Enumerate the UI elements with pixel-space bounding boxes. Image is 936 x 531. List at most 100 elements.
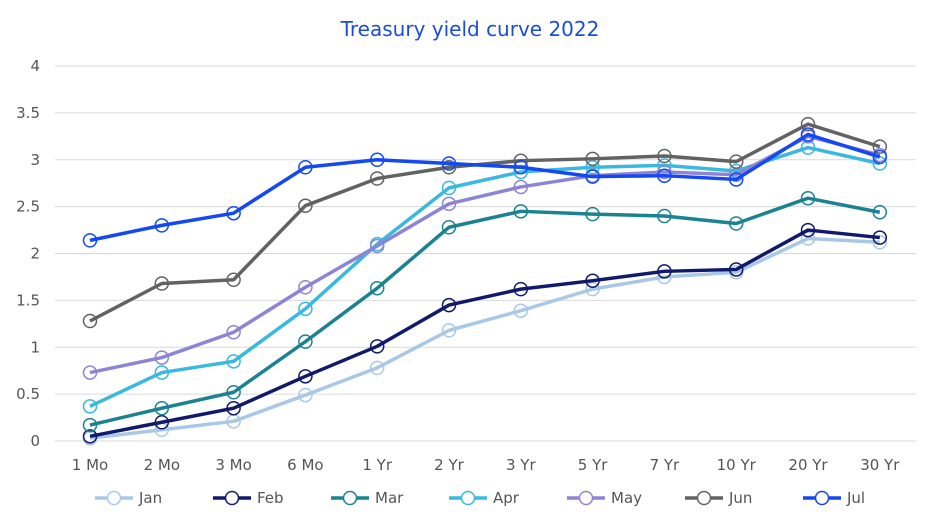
data-point xyxy=(513,160,529,175)
series-line xyxy=(89,132,881,243)
data-point xyxy=(298,334,313,349)
data-point xyxy=(441,323,457,338)
legend-item-apr: Apr xyxy=(449,489,520,507)
data-point xyxy=(441,196,457,212)
data-point xyxy=(369,171,385,186)
data-point xyxy=(800,222,816,238)
legend-label: Apr xyxy=(493,489,520,507)
data-point xyxy=(728,154,744,169)
data-point xyxy=(82,429,98,444)
y-tick-label: 1.5 xyxy=(16,291,40,309)
series-apr xyxy=(82,140,888,414)
data-point xyxy=(226,385,241,400)
data-point xyxy=(800,116,816,132)
legend-item-feb: Feb xyxy=(213,489,284,507)
legend-item-jun: Jun xyxy=(685,489,752,507)
legend-label: Feb xyxy=(257,489,284,507)
data-point xyxy=(441,156,457,171)
data-point xyxy=(154,365,170,380)
y-tick-label: 3.5 xyxy=(16,104,40,122)
data-point xyxy=(513,164,529,180)
series-jul xyxy=(82,127,888,248)
data-point xyxy=(585,169,600,184)
x-tick-label: 1 Mo xyxy=(72,456,108,474)
data-point xyxy=(154,218,170,233)
legend-marker xyxy=(224,490,240,506)
legend-marker xyxy=(696,490,712,506)
data-point xyxy=(298,369,313,384)
legend-label: Mar xyxy=(375,489,404,507)
legend-marker xyxy=(814,490,830,506)
x-tick-label: 2 Mo xyxy=(144,456,180,474)
x-tick-label: 3 Yr xyxy=(506,456,536,474)
data-point xyxy=(657,264,672,279)
data-point xyxy=(82,313,98,329)
data-point xyxy=(657,164,672,180)
data-point xyxy=(728,262,744,277)
y-tick-label: 0.5 xyxy=(16,385,40,403)
data-point xyxy=(441,160,457,175)
data-point xyxy=(441,180,457,196)
series-line xyxy=(89,134,881,375)
data-point xyxy=(298,198,313,213)
data-point xyxy=(154,350,170,365)
y-tick-label: 0 xyxy=(30,432,40,450)
y-tick-label: 1 xyxy=(30,338,40,356)
data-point xyxy=(585,273,600,288)
chart-title: Treasury yield curve 2022 xyxy=(340,17,600,41)
data-point xyxy=(226,400,241,416)
data-point xyxy=(298,301,313,317)
data-point xyxy=(226,325,241,340)
data-point xyxy=(513,204,529,219)
series-line xyxy=(89,122,881,323)
legend-label: Jun xyxy=(728,489,752,507)
data-point xyxy=(728,216,744,231)
legend-marker xyxy=(342,490,358,506)
legend-marker xyxy=(106,490,122,506)
x-tick-label: 20 Yr xyxy=(788,456,828,474)
data-point xyxy=(657,208,672,224)
data-point xyxy=(226,205,241,221)
legend-label: Jan xyxy=(138,489,162,507)
x-tick-label: 6 Mo xyxy=(287,456,323,474)
series-feb xyxy=(82,222,888,444)
data-point xyxy=(585,281,600,297)
data-point xyxy=(585,151,600,167)
x-tick-label: 30 Yr xyxy=(860,456,900,474)
x-tick-label: 3 Mo xyxy=(215,456,251,474)
data-point xyxy=(513,303,529,318)
data-point xyxy=(298,387,313,403)
series-line xyxy=(89,236,880,440)
data-point xyxy=(872,139,888,154)
data-point xyxy=(226,354,241,369)
data-point xyxy=(585,160,600,175)
y-tick-label: 4 xyxy=(30,57,40,75)
data-point xyxy=(872,235,888,250)
data-point xyxy=(154,400,170,416)
data-point xyxy=(657,168,672,183)
data-point xyxy=(369,360,385,376)
data-point xyxy=(513,281,529,297)
data-point xyxy=(728,172,744,187)
data-point xyxy=(872,156,888,171)
data-point xyxy=(298,160,313,175)
y-tick-label: 2 xyxy=(30,245,40,263)
series-line xyxy=(89,196,881,427)
data-point xyxy=(872,149,888,165)
y-tick-label: 3 xyxy=(30,151,40,169)
data-point xyxy=(441,220,457,235)
x-tick-label: 10 Yr xyxy=(717,456,757,474)
data-point xyxy=(657,148,672,164)
legend-label: Jul xyxy=(846,489,865,507)
data-point xyxy=(82,417,98,433)
data-point xyxy=(226,414,241,429)
data-point xyxy=(369,280,385,296)
x-tick-label: 1 Yr xyxy=(362,456,392,474)
legend-item-jul: Jul xyxy=(803,489,865,507)
legend-item-jan: Jan xyxy=(95,489,162,507)
data-point xyxy=(298,280,313,295)
data-point xyxy=(800,127,816,142)
x-tick-label: 7 Yr xyxy=(650,456,680,474)
legend-marker xyxy=(460,490,476,506)
